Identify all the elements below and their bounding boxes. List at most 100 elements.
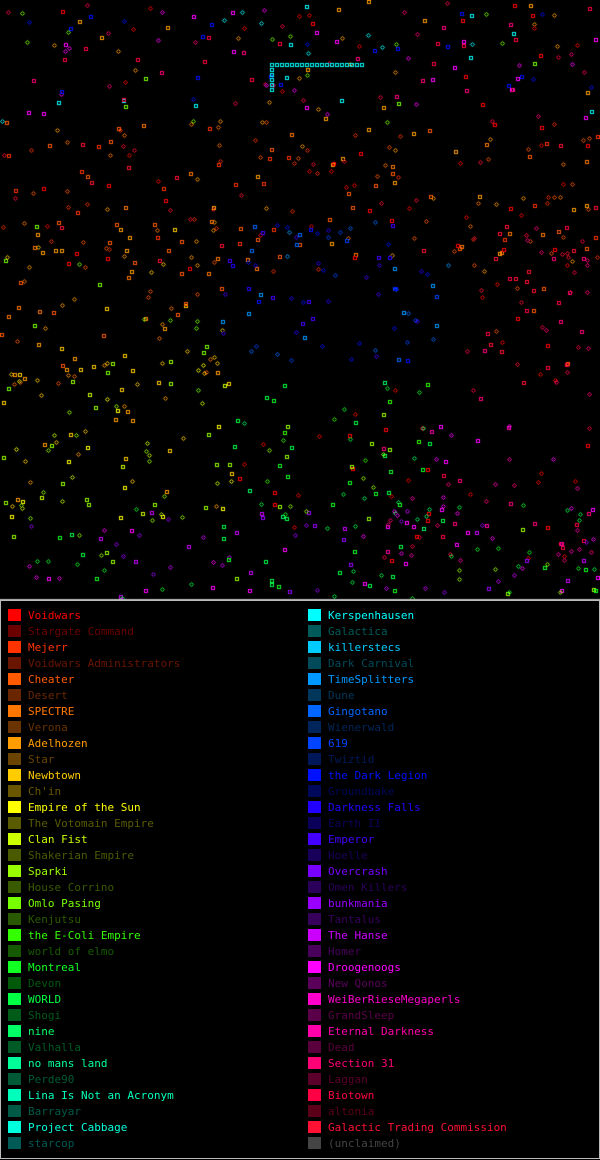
legend-swatch — [8, 993, 21, 1005]
legend-swatch — [308, 625, 321, 637]
legend-label: TimeSplitters — [328, 673, 415, 686]
legend-swatch — [308, 929, 321, 941]
legend-swatch — [8, 689, 21, 701]
legend-swatch — [8, 945, 21, 957]
legend-swatch — [308, 1089, 321, 1101]
legend-swatch — [308, 657, 321, 669]
legend-label: Earth II — [328, 817, 381, 830]
legend-label: Twiztid — [328, 753, 375, 766]
legend-label: the E-Coli Empire — [28, 929, 141, 942]
legend-label: WORLD — [28, 993, 62, 1006]
legend-swatch — [308, 1041, 321, 1053]
legend-swatch — [308, 1121, 321, 1133]
legend-label: Section 31 — [328, 1057, 395, 1070]
legend-label: The Hanse — [328, 929, 388, 942]
legend-swatch — [308, 913, 321, 925]
legend-swatch — [8, 881, 21, 893]
legend-label: Dead — [328, 1041, 355, 1054]
legend-label: Groundbake — [328, 785, 395, 798]
legend-swatch — [308, 961, 321, 973]
legend-label: Shogi — [28, 1009, 62, 1022]
legend-label: 619 — [328, 737, 348, 750]
legend-swatch — [308, 721, 321, 733]
legend-swatch — [8, 977, 21, 989]
legend-label: Galactic Trading Commission — [328, 1121, 507, 1134]
legend-swatch — [308, 689, 321, 701]
legend-label: GrandSleep — [328, 1009, 395, 1022]
legend-swatch — [308, 977, 321, 989]
legend-label: Homer — [328, 945, 362, 958]
legend-label: Verona — [28, 721, 68, 734]
legend-label: SPECTRE — [28, 705, 75, 718]
legend-swatch — [8, 1041, 21, 1053]
legend-swatch — [308, 1025, 321, 1037]
legend-label: Clan Fist — [28, 833, 88, 846]
legend-label: New Qonos — [328, 977, 388, 990]
legend-swatch — [308, 849, 321, 861]
legend-swatch — [308, 609, 321, 621]
legend-swatch — [8, 737, 21, 749]
legend-swatch — [8, 705, 21, 717]
legend-swatch — [8, 1089, 21, 1101]
legend-label: Darkness Falls — [328, 801, 421, 814]
legend-label: Overcrash — [328, 865, 388, 878]
legend-swatch — [8, 609, 21, 621]
legend-swatch — [8, 753, 21, 765]
legend-label: Laggan — [328, 1073, 368, 1086]
legend-label: Stargate Command — [28, 625, 134, 638]
legend-swatch — [308, 673, 321, 685]
legend-swatch — [8, 1025, 21, 1037]
legend-label: Tantalus — [328, 913, 381, 926]
legend-swatch — [308, 833, 321, 845]
legend-label: Devon — [28, 977, 62, 990]
legend-swatch — [308, 769, 321, 781]
legend-swatch — [8, 1009, 21, 1021]
legend-label: Dark Carnival — [328, 657, 415, 670]
legend-label: House Corrino — [28, 881, 115, 894]
galaxy-map[interactable] — [0, 0, 600, 600]
legend-swatch — [8, 1121, 21, 1133]
legend-label: Valhalla — [28, 1041, 81, 1054]
legend-label: the Dark Legion — [328, 769, 428, 782]
legend-swatch — [308, 1073, 321, 1085]
legend-label: Montreal — [28, 961, 81, 974]
legend-label: Newbtown — [28, 769, 81, 782]
legend-label: Dune — [328, 689, 355, 702]
legend-label: Omlo Pasing — [28, 897, 101, 910]
legend-swatch — [308, 737, 321, 749]
legend-swatch — [8, 929, 21, 941]
legend-swatch — [8, 769, 21, 781]
legend-swatch — [8, 817, 21, 829]
legend-swatch — [308, 705, 321, 717]
legend-label: Cheater — [28, 673, 75, 686]
legend-swatch — [8, 913, 21, 925]
legend-swatch — [8, 641, 21, 653]
legend-label: Kerspenhausen — [328, 609, 415, 622]
legend-swatch — [308, 817, 321, 829]
legend-swatch — [8, 849, 21, 861]
legend-swatch — [308, 753, 321, 765]
legend-swatch — [308, 1057, 321, 1069]
empire-legend: Voidwars Stargate Command Mejerr Voidwars A… — [0, 600, 600, 1159]
legend-label: Perde90 — [28, 1073, 75, 1086]
legend-swatch — [8, 1105, 21, 1117]
legend-swatch — [8, 785, 21, 797]
legend-label: Shakerian Empire — [28, 849, 134, 862]
legend-swatch — [8, 897, 21, 909]
legend-label: nine — [28, 1025, 55, 1038]
legend-swatch — [8, 657, 21, 669]
legend-label: Kenjutsu — [28, 913, 81, 926]
legend-label: Barrayar — [28, 1105, 81, 1118]
legend-label: altonia — [328, 1105, 375, 1118]
legend-swatch — [8, 865, 21, 877]
legend-label: world of elmo — [28, 945, 115, 958]
legend-label: Adelhozen — [28, 737, 88, 750]
legend-swatch — [308, 801, 321, 813]
legend-swatch — [308, 897, 321, 909]
legend-label: Ch'in — [28, 785, 62, 798]
legend-label: no mans land — [28, 1057, 108, 1070]
legend-label: Sparki — [28, 865, 68, 878]
legend-swatch — [8, 801, 21, 813]
legend-label: Gingotano — [328, 705, 388, 718]
legend-swatch — [8, 833, 21, 845]
